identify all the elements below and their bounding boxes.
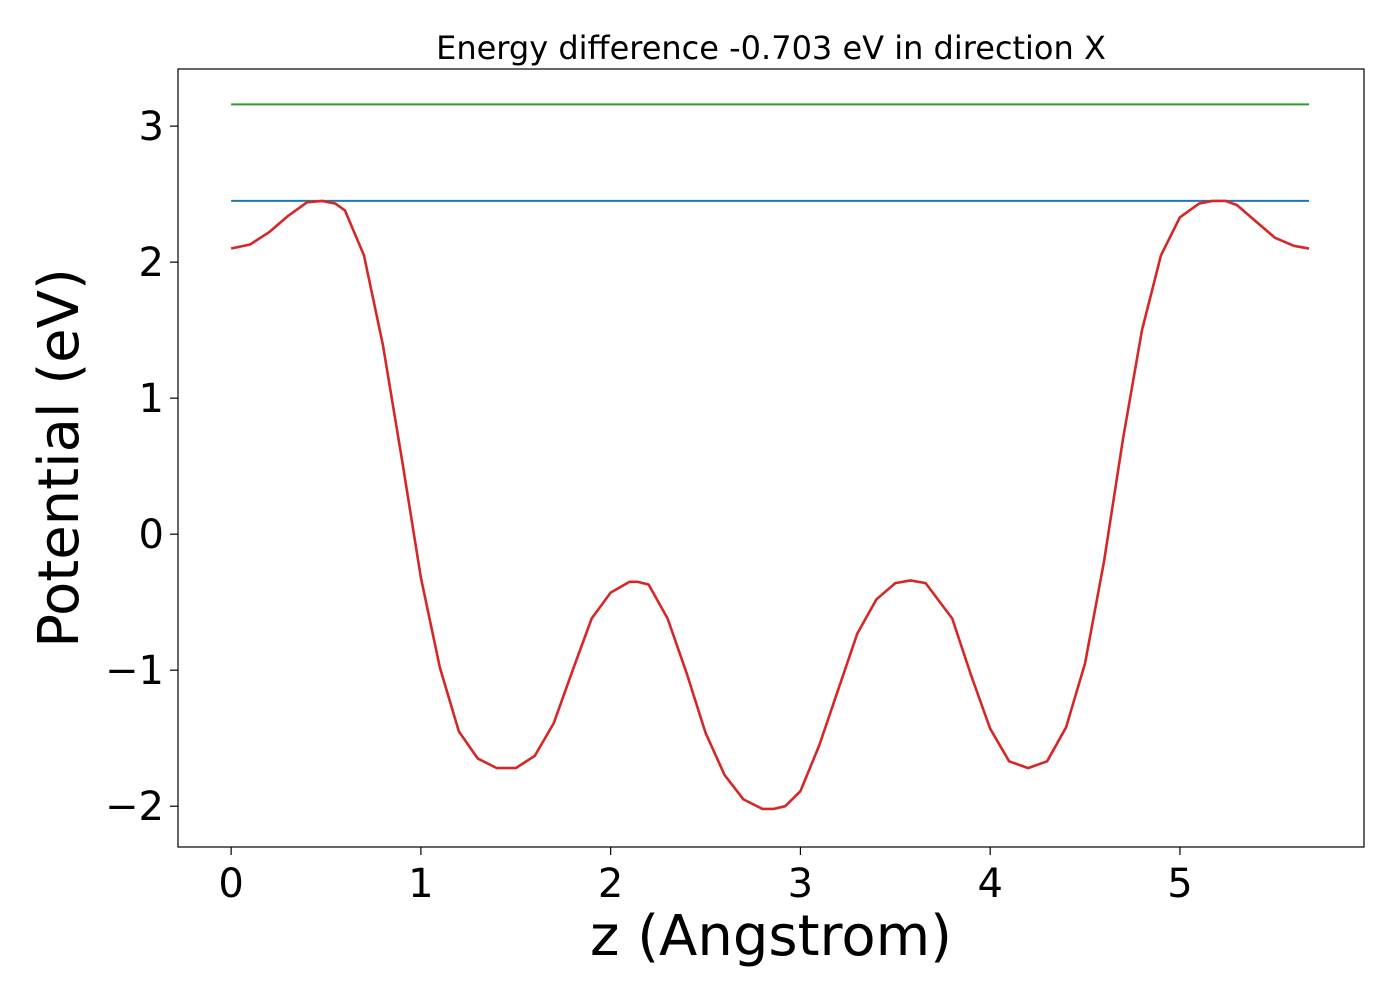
x-tick-label: 2 xyxy=(598,861,623,907)
plot-frame xyxy=(177,68,1365,848)
y-tick-label: −2 xyxy=(105,784,164,830)
x-tick-label: 1 xyxy=(408,861,433,907)
series-line-3 xyxy=(230,199,1310,811)
series-layer xyxy=(230,103,1310,811)
x-tick-label: 5 xyxy=(1167,861,1192,907)
y-tick-label: −1 xyxy=(105,648,164,694)
chart-title: Energy difference -0.703 eV in direction… xyxy=(436,29,1106,67)
y-tick-label: 1 xyxy=(139,376,164,422)
x-tick-label: 3 xyxy=(788,861,813,907)
y-tick-label: 3 xyxy=(139,104,164,150)
y-axis-label: Potential (eV) xyxy=(27,268,92,648)
x-axis-label: z (Angstrom) xyxy=(590,904,952,969)
x-tick-label: 0 xyxy=(218,861,243,907)
y-tick-label: 2 xyxy=(139,240,164,286)
y-axis: −2 −1 0 1 2 3 xyxy=(105,104,178,830)
x-tick-label: 4 xyxy=(977,861,1002,907)
y-tick-label: 0 xyxy=(139,512,164,558)
x-axis: 0 1 2 3 4 5 xyxy=(218,847,1193,907)
